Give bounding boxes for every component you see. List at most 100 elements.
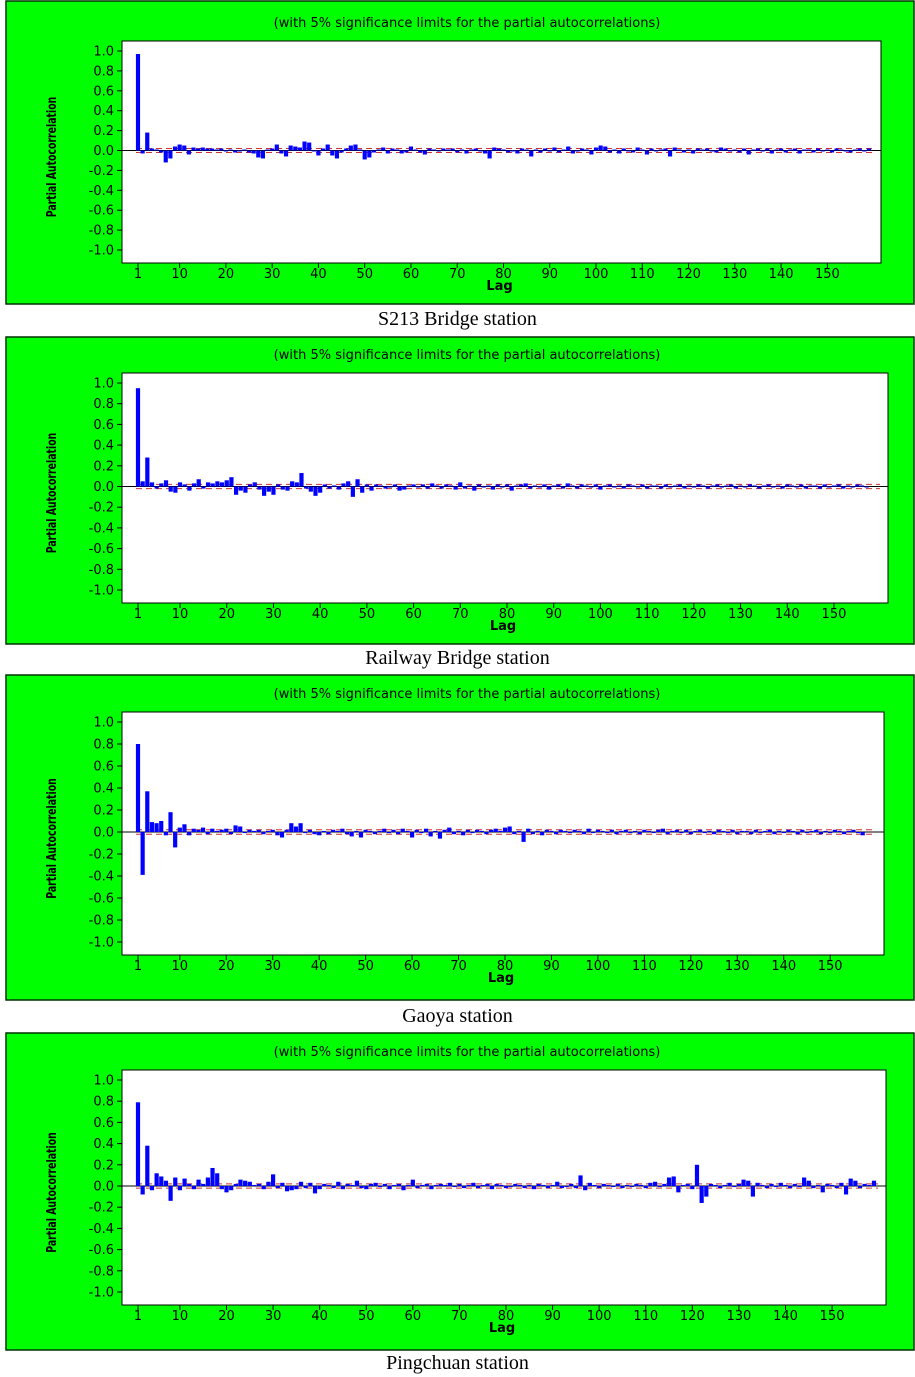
chart-caption-0: S213 Bridge station (378, 308, 537, 330)
pacf-bar (445, 149, 451, 151)
y-tick-label: 1.0 (93, 716, 114, 731)
pacf-bar (779, 148, 784, 151)
pacf-bar (168, 1186, 173, 1201)
pacf-bar (447, 827, 452, 832)
pacf-bar (487, 150, 492, 159)
pacf-bar (224, 480, 229, 487)
pacf-bar (215, 481, 220, 487)
pacf-bar (355, 479, 360, 487)
pacf-bar (469, 149, 474, 151)
pacf-bar (461, 1186, 467, 1189)
pacf-bar (256, 829, 261, 832)
pacf-bar (500, 486, 505, 488)
pacf-bar (699, 1186, 704, 1203)
pacf-bar (651, 832, 656, 834)
pacf-bar (753, 829, 758, 832)
pacf-bar (495, 484, 500, 487)
y-tick-label: 0.2 (93, 459, 114, 474)
pacf-panel-2: (with 5% significance limits for the par… (0, 674, 915, 1002)
x-tick-label: 120 (676, 267, 701, 282)
pacf-bar (266, 486, 271, 492)
pacf-bar (410, 1179, 415, 1186)
pacf-bar (741, 1179, 746, 1186)
pacf-bar (729, 484, 734, 487)
x-tick-label: 100 (585, 959, 610, 974)
pacf-bar (851, 829, 856, 832)
pacf-bar (603, 146, 608, 151)
pacf-bar (205, 832, 210, 835)
pacf-bar (606, 1184, 611, 1186)
pacf-bar (461, 832, 466, 836)
pacf-bar (535, 830, 540, 832)
pacf-bar (368, 1183, 374, 1186)
pacf-bar (196, 829, 201, 832)
pacf-bar (825, 1183, 830, 1186)
x-tick-label: 140 (773, 1309, 798, 1324)
pacf-bar (275, 832, 280, 836)
pacf-bar (465, 829, 470, 832)
pacf-bar (196, 1179, 201, 1186)
chart-subtitle: (with 5% significance limits for the par… (274, 687, 661, 702)
y-tick-label: -0.4 (89, 184, 114, 199)
pacf-bar (640, 149, 645, 151)
pacf-bar (145, 1145, 150, 1186)
pacf-bar (243, 486, 248, 493)
pacf-bar (783, 1184, 788, 1186)
pacf-bar (722, 1184, 728, 1186)
y-tick-label: -1.0 (89, 1286, 114, 1301)
x-tick-label: 130 (728, 607, 753, 622)
pacf-bar (163, 832, 168, 836)
pacf-bar (543, 148, 548, 151)
pacf-bar (308, 1182, 313, 1186)
pacf-bar (387, 1186, 392, 1190)
pacf-bar (331, 1186, 336, 1189)
pacf-bar (514, 485, 519, 487)
x-tick-label: 100 (587, 1309, 612, 1324)
pacf-bar (727, 1182, 732, 1186)
pacf-bar (378, 1186, 383, 1188)
x-tick-label: 80 (497, 959, 514, 974)
pacf-bar (764, 1186, 769, 1189)
y-tick-label: -0.2 (89, 848, 114, 863)
pacf-bar (154, 486, 159, 489)
pacf-bar (611, 1186, 616, 1188)
pacf-bar (135, 744, 141, 832)
pacf-bar (276, 484, 281, 487)
pacf-bar (832, 829, 837, 832)
pacf-bar (671, 1176, 676, 1186)
pacf-bar (724, 485, 729, 487)
x-tick-label: 10 (172, 607, 189, 622)
pacf-bar (758, 832, 763, 834)
pacf-bar (420, 484, 426, 487)
x-tick-label: 130 (722, 267, 747, 282)
pacf-bar (589, 150, 594, 155)
pacf-bar (443, 1184, 448, 1186)
pacf-bar (788, 149, 793, 151)
pacf-bar (270, 1174, 276, 1186)
pacf-bar (191, 147, 196, 151)
pacf-bar (620, 1186, 625, 1189)
pacf-bar (839, 1182, 844, 1186)
pacf-bar (716, 829, 721, 832)
pacf-bar (455, 150, 460, 153)
pacf-bar (795, 832, 800, 835)
pacf-bar (602, 485, 608, 487)
pacf-bar (228, 832, 234, 835)
y-tick-label: -0.8 (89, 914, 114, 929)
pacf-bar (702, 832, 707, 834)
pacf-bar (563, 830, 568, 832)
pacf-bar (302, 141, 307, 151)
pacf-bar (621, 148, 626, 151)
pacf-bar (684, 829, 689, 832)
x-tick-label: 1 (134, 959, 142, 974)
y-tick-label: -0.8 (89, 563, 114, 578)
pacf-bar (580, 148, 585, 151)
pacf-bar (588, 486, 594, 488)
pacf-bar (523, 483, 528, 487)
pacf-bar (751, 149, 756, 151)
pacf-bar (781, 832, 786, 834)
pacf-bar (432, 149, 437, 151)
pacf-bar (321, 830, 326, 832)
pacf-bar (556, 150, 562, 153)
y-tick-label: 0.4 (93, 104, 114, 119)
